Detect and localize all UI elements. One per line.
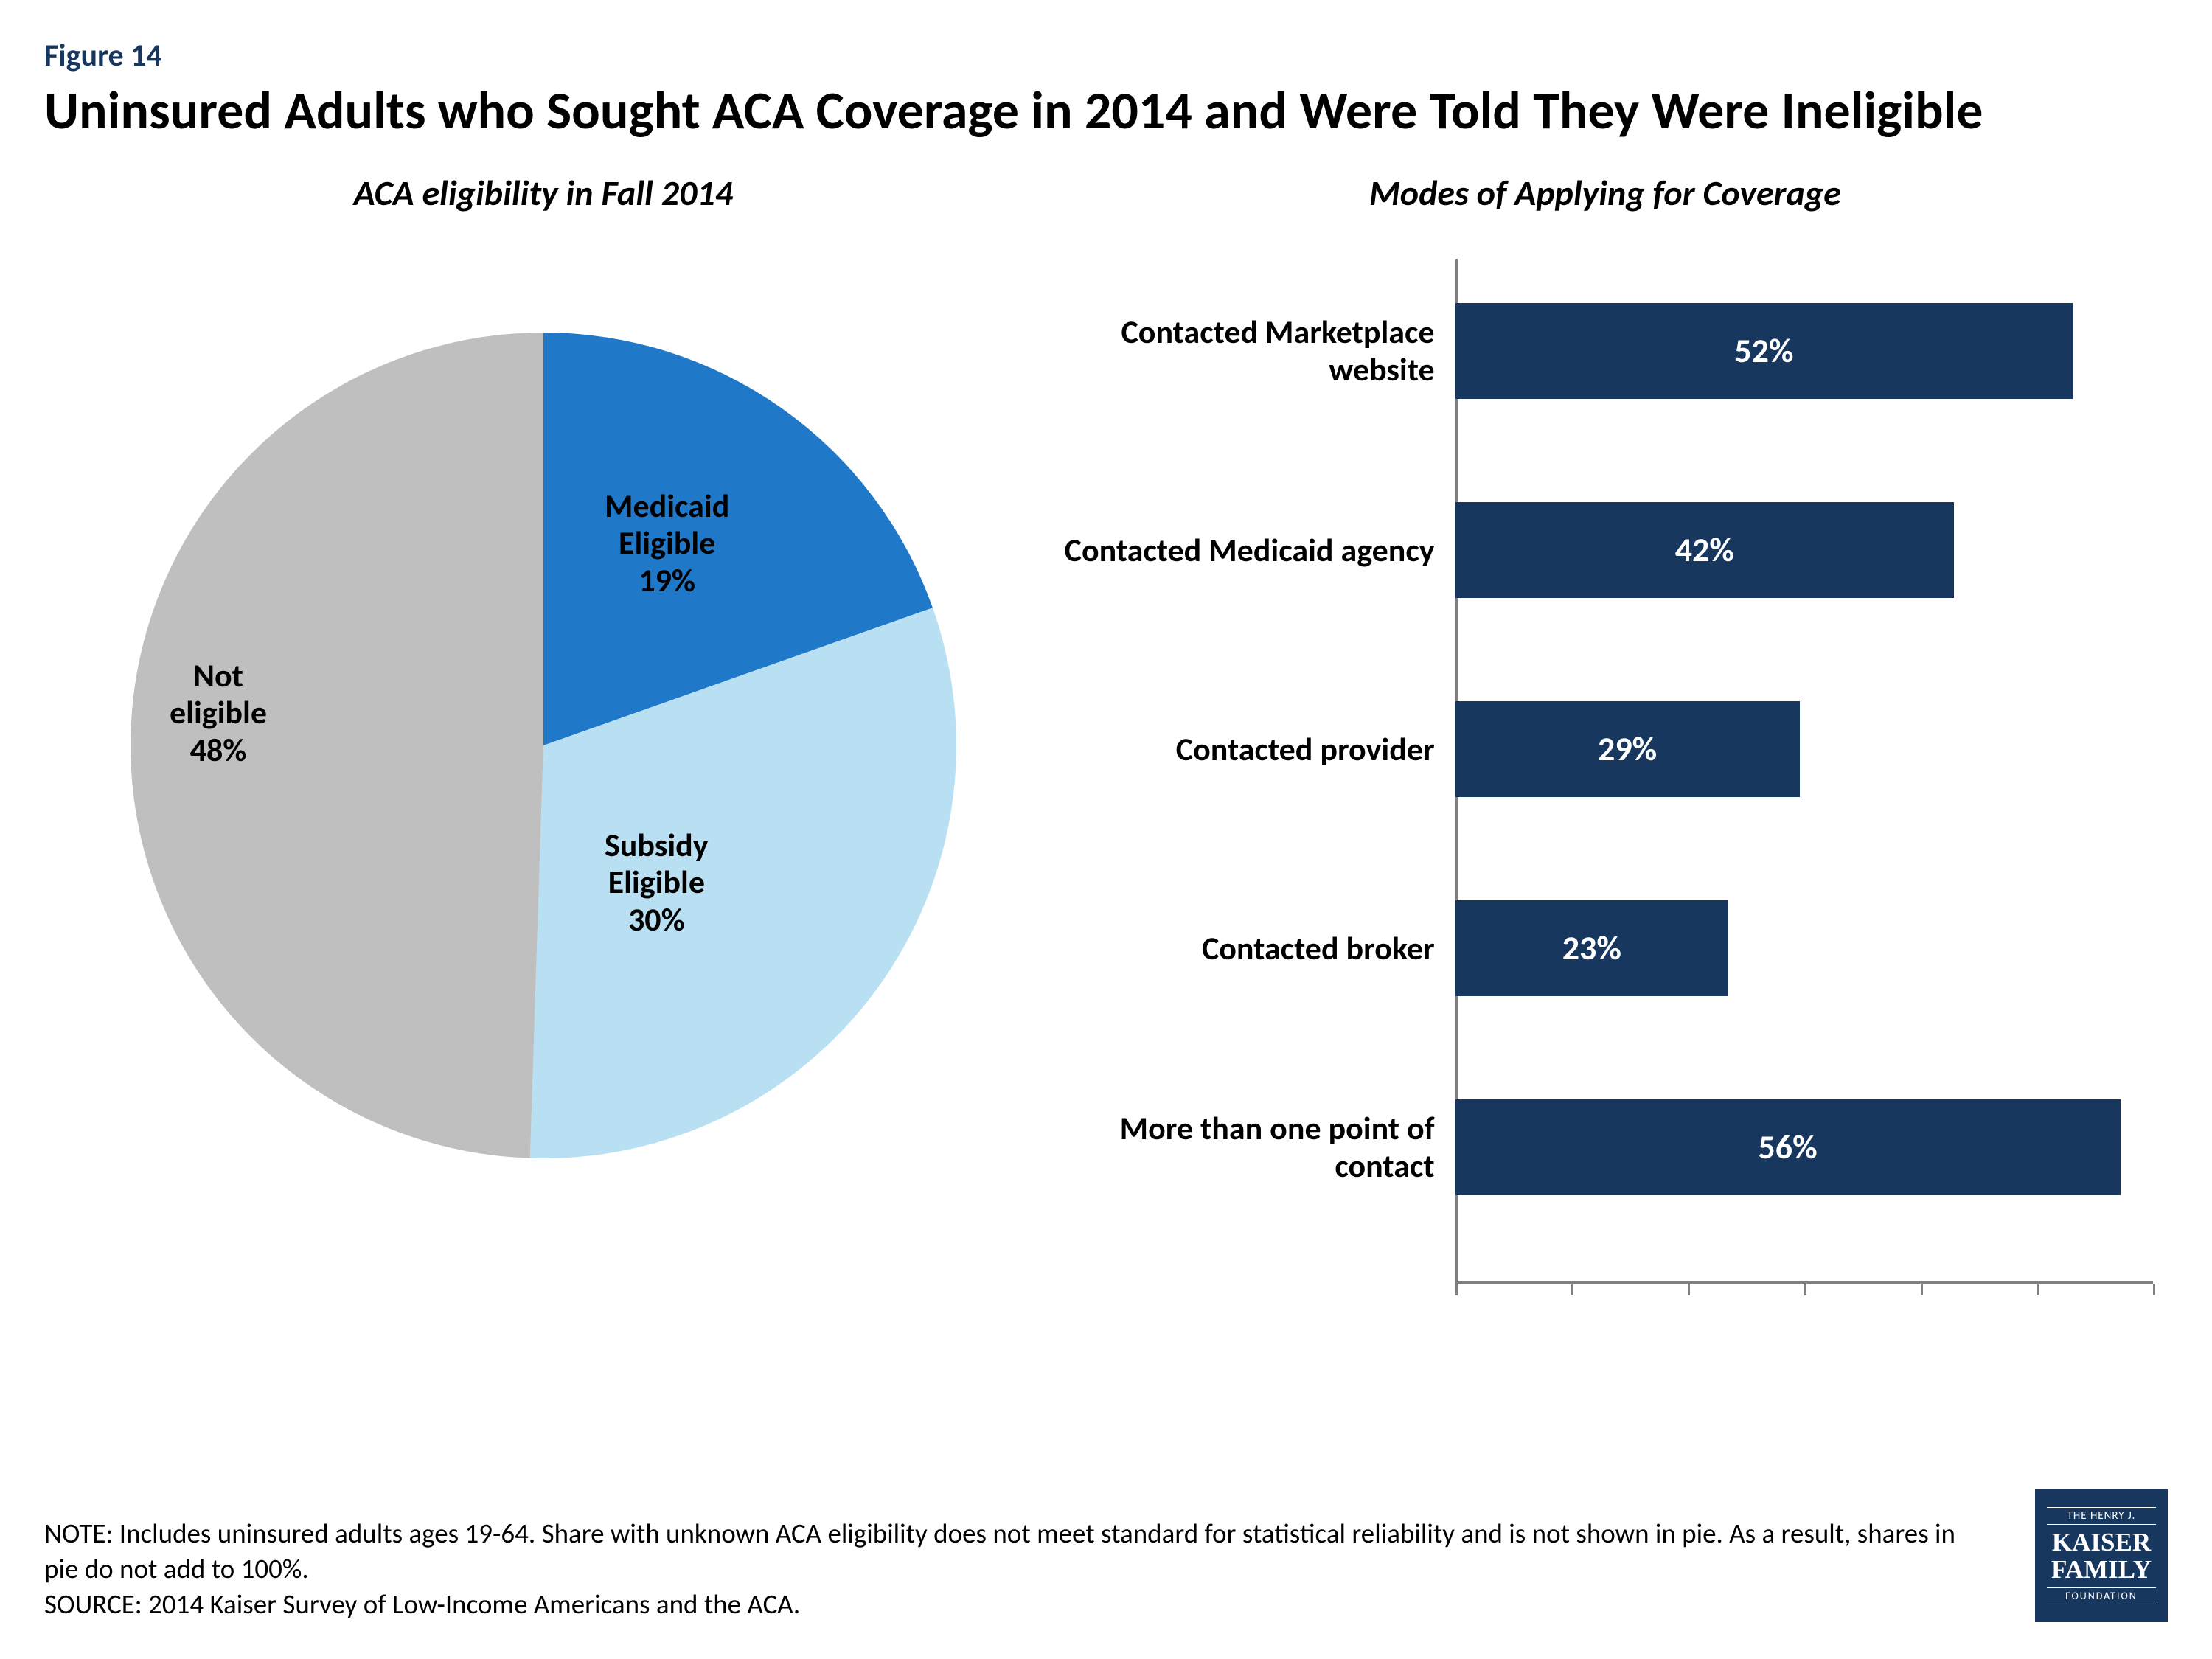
pie-subtitle: ACA eligibility in Fall 2014 xyxy=(44,171,1043,215)
note-text: NOTE: Includes uninsured adults ages 19-… xyxy=(44,1516,1961,1587)
x-tick xyxy=(1455,1284,1458,1295)
x-tick xyxy=(2153,1284,2155,1295)
bar-label: Contacted Medicaid agency xyxy=(1043,532,1455,569)
pie-slice-label: SubsidyEligible30% xyxy=(605,827,709,939)
kff-logo-main: KAISERFAMILY xyxy=(2051,1529,2152,1584)
bar-area: 52% xyxy=(1455,251,2168,451)
kff-logo-bottom: FOUNDATION xyxy=(2047,1587,2156,1604)
bar-label: More than one point of contact xyxy=(1043,1110,1455,1184)
x-tick xyxy=(2037,1284,2039,1295)
bar-area: 29% xyxy=(1455,650,2168,849)
x-axis xyxy=(1455,1281,2153,1284)
bar-subtitle: Modes of Applying for Coverage xyxy=(1043,171,2168,215)
kff-logo: THE HENRY J. KAISERFAMILY FOUNDATION xyxy=(2035,1489,2168,1622)
figure-label: Figure 14 xyxy=(44,37,2168,74)
pie-slice-label: MedicaidEligible19% xyxy=(605,487,729,599)
bar-row: Contacted provider29% xyxy=(1043,650,2168,849)
bar-area: 23% xyxy=(1455,849,2168,1048)
main-title: Uninsured Adults who Sought ACA Coverage… xyxy=(44,80,2168,142)
bar-label: Contacted provider xyxy=(1043,731,1455,768)
bar-label: Contacted Marketplace website xyxy=(1043,313,1455,388)
bar-row: Contacted broker23% xyxy=(1043,849,2168,1048)
bar-area: 56% xyxy=(1455,1048,2168,1247)
x-tick xyxy=(1921,1284,1923,1295)
bar: 23% xyxy=(1455,900,1728,996)
bar: 56% xyxy=(1455,1099,2121,1195)
bar-row: Contacted Medicaid agency42% xyxy=(1043,451,2168,650)
footer-text: NOTE: Includes uninsured adults ages 19-… xyxy=(44,1516,1961,1622)
footer: NOTE: Includes uninsured adults ages 19-… xyxy=(44,1489,2168,1622)
bar-area: 42% xyxy=(1455,451,2168,650)
charts-row: ACA eligibility in Fall 2014 MedicaidEli… xyxy=(44,171,2168,1321)
pie-panel: ACA eligibility in Fall 2014 MedicaidEli… xyxy=(44,171,1043,1321)
pie-chart: MedicaidEligible19% SubsidyEligible30% Not… xyxy=(44,244,1043,1276)
x-tick xyxy=(1571,1284,1573,1295)
kff-logo-top: THE HENRY J. xyxy=(2047,1507,2156,1525)
x-tick xyxy=(1804,1284,1806,1295)
pie-slice-label: Noteligible48% xyxy=(170,657,267,769)
bar-label: Contacted broker xyxy=(1043,930,1455,967)
bar-chart: Contacted Marketplace website52%Contacte… xyxy=(1043,237,2168,1291)
bar: 29% xyxy=(1455,701,1800,797)
bar: 52% xyxy=(1455,303,2073,399)
bar-row: Contacted Marketplace website52% xyxy=(1043,251,2168,451)
source-text: SOURCE: 2014 Kaiser Survey of Low-Income… xyxy=(44,1587,1961,1622)
x-tick xyxy=(1688,1284,1690,1295)
bar: 42% xyxy=(1455,502,1954,598)
bar-panel: Modes of Applying for Coverage Contacted… xyxy=(1043,171,2168,1321)
bar-row: More than one point of contact56% xyxy=(1043,1048,2168,1247)
